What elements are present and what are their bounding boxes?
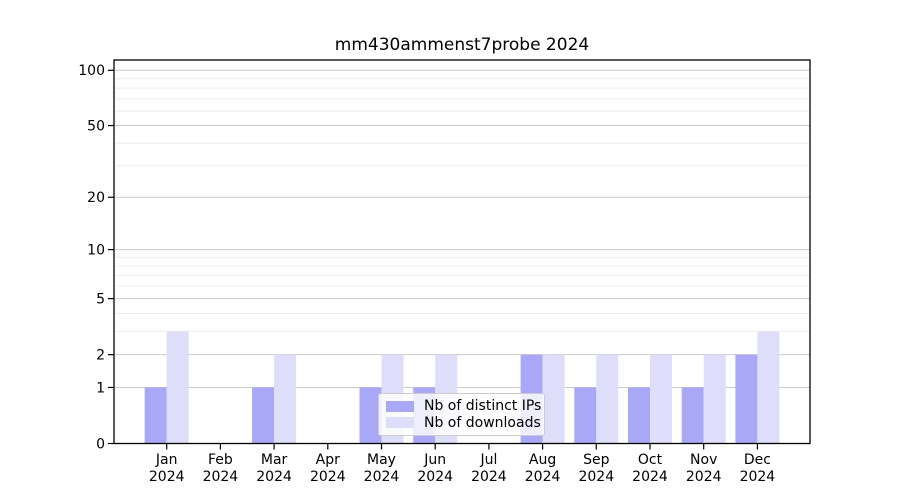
bar-distinct-ips-mar	[252, 387, 275, 444]
bar-downloads-mar	[274, 354, 297, 444]
bar-downloads-aug	[542, 354, 565, 444]
legend-item-downloads: Nb of downloads	[386, 415, 541, 431]
x-tick-label-nov: Nov	[690, 452, 717, 468]
bar-downloads-dec	[757, 331, 780, 444]
x-tick-label-jul: Jul	[479, 452, 497, 468]
x-tick-year-label: 2024	[203, 469, 239, 485]
legend-swatch-distinct-ips	[386, 400, 414, 412]
x-tick-label-dec: Dec	[744, 452, 771, 468]
plot-border	[113, 59, 811, 445]
legend-label-downloads: Nb of downloads	[424, 414, 541, 431]
legend-swatch-downloads	[386, 417, 414, 429]
x-tick-label-may: May	[367, 452, 396, 468]
bar-distinct-ips-jan	[144, 387, 167, 444]
y-tick-label-0: 0	[96, 436, 105, 452]
x-tick-label-mar: Mar	[261, 452, 288, 468]
bar-distinct-ips-oct	[628, 387, 650, 444]
x-tick-year-label: 2024	[256, 469, 292, 485]
y-tick-label-50: 50	[87, 118, 105, 134]
x-tick-year-label: 2024	[417, 469, 453, 485]
legend-label-distinct-ips: Nb of distinct IPs	[424, 398, 542, 415]
chart-title: mm430ammenst7probe 2024	[334, 35, 590, 55]
y-tick-label-2: 2	[96, 348, 105, 364]
x-tick-label-oct: Oct	[638, 452, 663, 468]
bar-downloads-nov	[703, 354, 726, 444]
x-tick-year-label: 2024	[525, 469, 561, 485]
x-tick-year-label: 2024	[632, 469, 668, 485]
bar-distinct-ips-may	[359, 387, 382, 444]
bar-downloads-jan	[166, 331, 189, 444]
bar-downloads-oct	[650, 354, 672, 444]
bar-distinct-ips-dec	[735, 354, 758, 444]
y-tick-label-5: 5	[96, 292, 105, 308]
x-tick-year-label: 2024	[310, 469, 346, 485]
x-tick-year-label: 2024	[149, 469, 185, 485]
bar-distinct-ips-sep	[574, 387, 597, 444]
x-tick-year-label: 2024	[364, 469, 400, 485]
legend-item-distinct-ips: Nb of distinct IPs	[386, 398, 541, 414]
y-tick-label-10: 10	[87, 242, 105, 258]
legend: Nb of distinct IPs Nb of downloads	[378, 393, 545, 436]
x-tick-label-jan: Jan	[155, 452, 178, 468]
x-tick-label-sep: Sep	[583, 452, 610, 468]
x-tick-year-label: 2024	[471, 469, 507, 485]
x-tick-year-label: 2024	[578, 469, 614, 485]
y-tick-label-1: 1	[96, 380, 105, 396]
y-tick-label-20: 20	[87, 190, 105, 206]
bar-distinct-ips-nov	[681, 387, 704, 444]
x-tick-year-label: 2024	[686, 469, 722, 485]
x-tick-label-feb: Feb	[208, 452, 233, 468]
bar-downloads-sep	[596, 354, 619, 444]
x-tick-label-aug: Aug	[529, 452, 556, 468]
x-tick-year-label: 2024	[740, 469, 776, 485]
x-tick-label-jun: Jun	[423, 452, 446, 468]
y-tick-label-100: 100	[78, 63, 105, 79]
x-tick-label-apr: Apr	[316, 452, 340, 468]
